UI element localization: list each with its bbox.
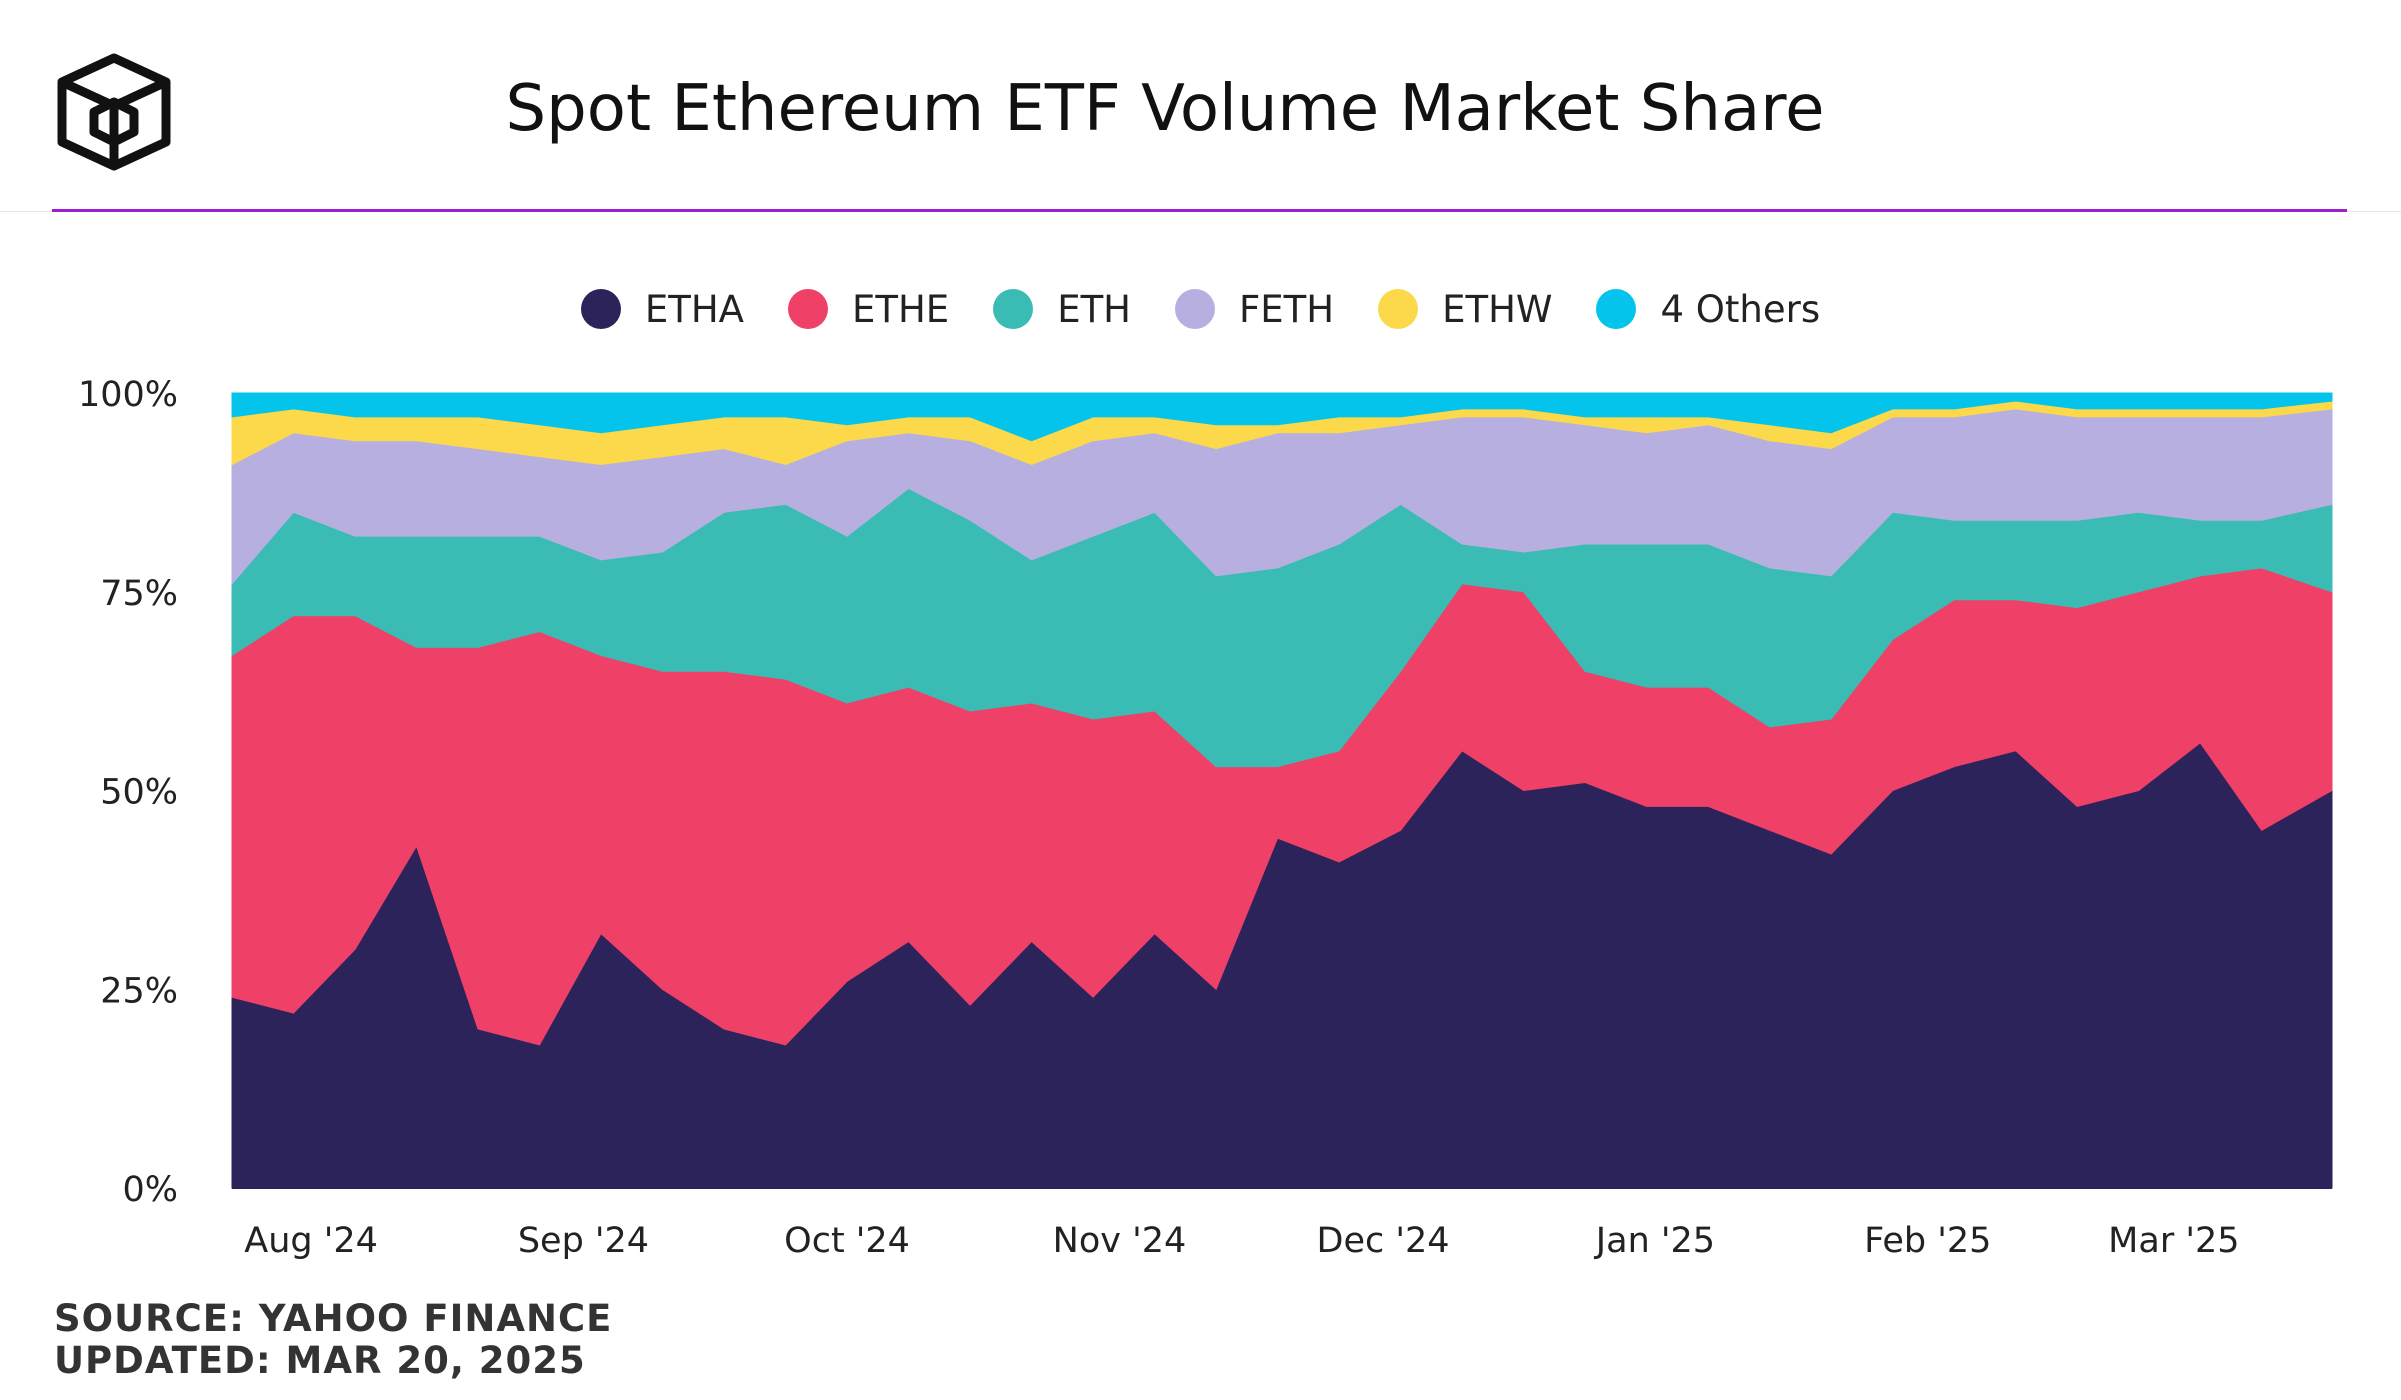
areas — [231, 392, 2333, 1189]
legend-item-ethe[interactable]: ETHE — [788, 288, 949, 331]
legend-swatch — [993, 289, 1034, 329]
area-4-others — [231, 392, 2333, 442]
y-tick-label: 25% — [100, 971, 178, 1011]
legend-swatch — [1378, 289, 1419, 329]
legend-item-ethw[interactable]: ETHW — [1378, 288, 1552, 331]
source-note: SOURCE: YAHOO FINANCE UPDATED: MAR 20, 2… — [54, 1298, 612, 1382]
y-tick-label: 75% — [100, 574, 178, 614]
brand-logo-icon — [57, 53, 171, 171]
legend-swatch — [580, 289, 621, 329]
updated-line: UPDATED: MAR 20, 2025 — [54, 1339, 586, 1382]
legend-label: ETHW — [1442, 287, 1553, 331]
y-tick-label: 50% — [100, 773, 178, 813]
x-tick-label: Oct '24 — [784, 1221, 910, 1261]
y-tick-label: 0% — [122, 1170, 178, 1210]
x-tick-label: Feb '25 — [1864, 1221, 1991, 1261]
chart-title: Spot Ethereum ETF Volume Market Share — [505, 72, 1825, 146]
x-tick-label: Dec '24 — [1317, 1221, 1450, 1261]
legend-label: ETHE — [852, 287, 950, 331]
legend-label: 4 Others — [1660, 287, 1821, 331]
source-line: SOURCE: YAHOO FINANCE — [54, 1297, 613, 1340]
legend-item-eth[interactable]: ETH — [993, 288, 1131, 331]
x-tick-label: Sep '24 — [518, 1221, 649, 1261]
legend-swatch — [788, 289, 828, 329]
legend-label: ETHA — [644, 287, 744, 331]
legend-swatch — [1175, 289, 1215, 329]
legend-item-etha[interactable]: ETHA — [580, 287, 744, 331]
legend-label: ETH — [1057, 287, 1131, 331]
legend-item-others[interactable]: 4 Others — [1596, 288, 1820, 331]
y-tick-label: 100% — [78, 375, 178, 415]
x-tick-label: Mar '25 — [2108, 1221, 2239, 1261]
legend-swatch — [1596, 289, 1637, 329]
x-tick-label: Nov '24 — [1053, 1221, 1187, 1261]
header-divider-accent — [52, 209, 2347, 212]
legend: ETHA ETHE ETH FETH ETHW 4 Others — [0, 284, 2401, 334]
x-tick-label: Aug '24 — [244, 1221, 378, 1261]
x-tick-label: Jan '25 — [1594, 1221, 1715, 1261]
legend-item-feth[interactable]: FETH — [1175, 288, 1334, 331]
legend-label: FETH — [1239, 287, 1335, 331]
